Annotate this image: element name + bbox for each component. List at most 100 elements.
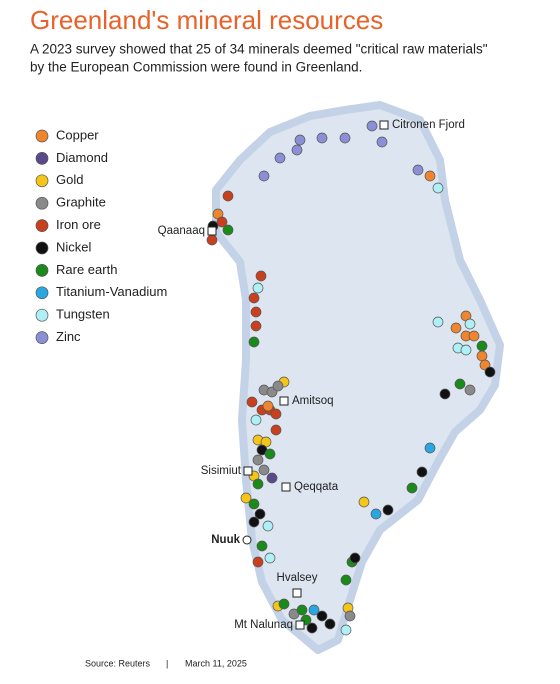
mineral-site (340, 574, 352, 586)
mineral-site (252, 454, 264, 466)
mineral-site (250, 306, 262, 318)
mineral-site (248, 292, 260, 304)
mineral-site (450, 322, 462, 334)
mineral-site (296, 604, 308, 616)
mineral-site (250, 320, 262, 332)
mineral-site (366, 120, 378, 132)
legend-label: Iron ore (56, 217, 101, 232)
mineral-site (464, 384, 476, 396)
legend-swatch (35, 286, 49, 300)
mineral-site (454, 378, 466, 390)
separator: | (166, 658, 168, 668)
mineral-site (250, 414, 262, 426)
place-label: Qaanaaq (158, 225, 205, 237)
mineral-site (264, 552, 276, 564)
mineral-site (206, 234, 218, 246)
subtitle: A 2023 survey showed that 25 of 34 miner… (30, 42, 488, 57)
mineral-site (432, 182, 444, 194)
mineral-site (258, 170, 270, 182)
date: March 11, 2025 (185, 658, 247, 668)
mineral-site (484, 366, 496, 378)
place-marker (207, 226, 217, 236)
mineral-site (252, 478, 264, 490)
mineral-site (252, 282, 264, 294)
mineral-site (406, 482, 418, 494)
mineral-site (270, 424, 282, 436)
mineral-site (424, 442, 436, 454)
legend-swatch (35, 129, 49, 143)
place-marker (292, 588, 302, 598)
mineral-site (316, 132, 328, 144)
mineral-site (270, 408, 282, 420)
legend-label: Tungsten (56, 307, 110, 322)
mineral-site (240, 492, 252, 504)
place-marker (379, 120, 389, 130)
mineral-site (262, 520, 274, 532)
mineral-site (416, 466, 428, 478)
mineral-site (246, 396, 258, 408)
mineral-site (340, 624, 352, 636)
mineral-site (476, 340, 488, 352)
legend-label: Rare earth (56, 262, 117, 277)
mineral-site (424, 170, 436, 182)
place-label: Qeqqata (294, 481, 339, 493)
place-marker (242, 535, 252, 545)
place-marker (295, 620, 305, 630)
legend-swatch (35, 331, 49, 344)
mineral-site (278, 598, 290, 610)
legend-swatch (35, 152, 49, 165)
mineral-site (256, 540, 268, 552)
legend-label: Zinc (56, 329, 81, 344)
mineral-site (316, 610, 328, 622)
mineral-site (439, 388, 451, 400)
place-label: Amitsoq (292, 395, 334, 407)
legend-label: Gold (56, 172, 83, 187)
place-label: Citronen Fjord (392, 119, 465, 131)
mineral-site (252, 556, 264, 568)
legend-label: Diamond (56, 150, 108, 165)
legend-label: Copper (56, 127, 99, 142)
mineral-site (344, 610, 356, 622)
mineral-site (248, 498, 260, 510)
mineral-site (255, 270, 267, 282)
place-marker (281, 482, 291, 492)
place-label: Nuuk (211, 534, 240, 546)
mineral-site (412, 164, 424, 176)
legend-swatch (35, 264, 49, 277)
mineral-site (468, 330, 480, 342)
legend-swatch (35, 241, 49, 255)
legend-swatch (35, 308, 49, 322)
mineral-site (376, 136, 388, 148)
mineral-site (258, 464, 270, 476)
mineral-site (248, 516, 260, 528)
mineral-site (291, 144, 303, 156)
mineral-site (382, 504, 394, 516)
legend-label: Graphite (56, 195, 106, 210)
greenland-outline (212, 101, 504, 654)
place-label: Sisimiut (201, 465, 242, 477)
place-marker (243, 466, 253, 476)
mineral-site (432, 316, 444, 328)
legend-swatch (35, 174, 49, 188)
mineral-site (460, 344, 472, 356)
mineral-site (222, 190, 234, 202)
mineral-site (358, 496, 370, 508)
place-label: Mt Nalunaq (234, 619, 293, 631)
mineral-site (248, 336, 260, 348)
mineral-site (216, 216, 228, 228)
title: Greenland's mineral resources (30, 5, 383, 35)
mineral-site (339, 132, 351, 144)
place-label: Hvalsey (277, 572, 318, 584)
legend-label: Nickel (56, 239, 92, 254)
mineral-site (266, 472, 278, 484)
mineral-site (294, 134, 306, 146)
mineral-site (254, 508, 266, 520)
mineral-site (272, 380, 284, 392)
mineral-site (308, 604, 320, 616)
mineral-site (306, 622, 318, 634)
mineral-site (349, 552, 361, 564)
mineral-site (464, 318, 476, 330)
source: Source: Reuters (85, 658, 151, 668)
